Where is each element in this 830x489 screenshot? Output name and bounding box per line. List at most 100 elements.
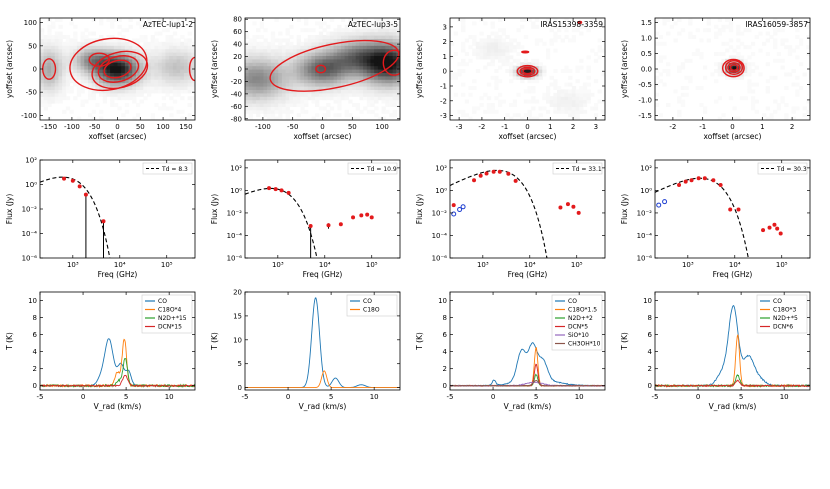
map-pixel <box>505 48 510 53</box>
map-pixel <box>80 79 85 84</box>
map-pixel <box>553 92 558 97</box>
map-pixel <box>568 69 573 73</box>
map-pixel <box>176 82 181 87</box>
map-pixel <box>773 58 778 63</box>
map-pixel <box>296 82 301 87</box>
map-pixel <box>311 72 316 77</box>
map-pixel <box>385 58 390 63</box>
map-pixel <box>281 65 287 70</box>
map-pixel <box>396 45 400 50</box>
map-pixel <box>143 79 148 84</box>
legend: Td = 8.3 <box>142 162 193 175</box>
y-tick-label: 0 <box>238 66 242 74</box>
map-pixel <box>263 62 268 67</box>
map-pixel <box>311 38 316 43</box>
map-pixel <box>51 82 56 87</box>
map-pixel <box>337 28 342 33</box>
map-pixel <box>385 28 390 33</box>
map-pixel <box>99 82 104 87</box>
map-pixel <box>388 92 394 97</box>
map-pixel <box>161 106 167 111</box>
x-tick-label: 10 <box>370 393 379 401</box>
map-pixel <box>348 99 353 104</box>
map-pixel <box>374 52 379 56</box>
map-pixel <box>388 58 394 63</box>
map-pixel <box>344 79 349 84</box>
x-tick-label: -3 <box>456 123 463 131</box>
map-pixel <box>728 96 734 101</box>
map-pixel <box>69 109 74 114</box>
map-pixel <box>150 58 155 63</box>
map-pixel <box>99 48 104 53</box>
map-pixel <box>43 89 48 94</box>
map-pixel <box>43 96 48 101</box>
map-pixel <box>523 62 529 67</box>
map-pixel <box>91 45 96 50</box>
map-pixel <box>139 55 144 60</box>
map-pixel <box>169 106 174 111</box>
map-pixel <box>662 21 667 26</box>
map-pixel <box>377 28 383 33</box>
map-pixel <box>315 38 320 43</box>
map-pixel <box>270 116 276 120</box>
map-pixel <box>51 38 56 43</box>
map-pixel <box>51 55 56 60</box>
map-pixel <box>281 69 287 73</box>
map-pixel <box>270 65 276 70</box>
map-pixel <box>191 41 195 46</box>
map-pixel <box>564 65 569 70</box>
legend-label: CH3OH*10 <box>568 341 601 348</box>
map-pixel <box>322 62 327 67</box>
map-pixel <box>728 55 734 60</box>
map-pixel <box>344 48 349 53</box>
map-pixel <box>281 75 287 80</box>
map-pixel <box>791 109 796 114</box>
map-pixel <box>333 38 338 43</box>
map-pixel <box>359 28 364 33</box>
map-pixel <box>161 89 167 94</box>
map-pixel <box>806 35 810 39</box>
map-pixel <box>278 116 283 120</box>
map-pixel <box>76 65 82 70</box>
map-pixel <box>392 109 397 114</box>
map-pixel <box>139 52 144 56</box>
map-pixel <box>374 92 379 97</box>
y-tick-label: 5 <box>238 360 242 368</box>
map-pixel <box>69 45 74 50</box>
map-pixel <box>340 55 346 60</box>
map-pixel <box>65 48 71 53</box>
map-pixel <box>370 99 375 104</box>
map-pixel <box>121 45 126 50</box>
map-pixel <box>263 82 268 87</box>
map-pixel <box>278 103 283 107</box>
model-curve <box>450 169 548 258</box>
flux-point <box>365 212 370 217</box>
map-pixel <box>245 72 250 77</box>
map-pixel <box>333 99 338 104</box>
map-pixel <box>538 69 543 73</box>
map-pixel <box>311 92 316 97</box>
map-pixel <box>340 96 346 101</box>
map-pixel <box>281 38 287 43</box>
map-pixel <box>110 48 115 53</box>
map-pixel <box>497 41 503 46</box>
map-pixel <box>252 45 257 50</box>
map-pixel <box>461 69 466 73</box>
flux-point <box>478 173 483 178</box>
map-pixel <box>191 52 195 56</box>
map-pixel <box>180 116 185 120</box>
y-axis-label: Flux (Jy) <box>415 194 424 225</box>
map-pixel <box>344 69 349 73</box>
map-pixel <box>43 69 48 73</box>
map-pixel <box>326 31 331 36</box>
map-pixel <box>337 35 342 39</box>
map-pixel <box>662 18 667 22</box>
y-tick-label: -40 <box>231 90 242 98</box>
contour-line <box>97 55 140 83</box>
map-pixel <box>315 75 320 80</box>
map-pixel <box>798 62 804 67</box>
map-pixel <box>377 35 383 39</box>
map-pixel <box>58 31 63 36</box>
map-pixel <box>62 96 67 101</box>
map-pixel <box>73 41 78 46</box>
